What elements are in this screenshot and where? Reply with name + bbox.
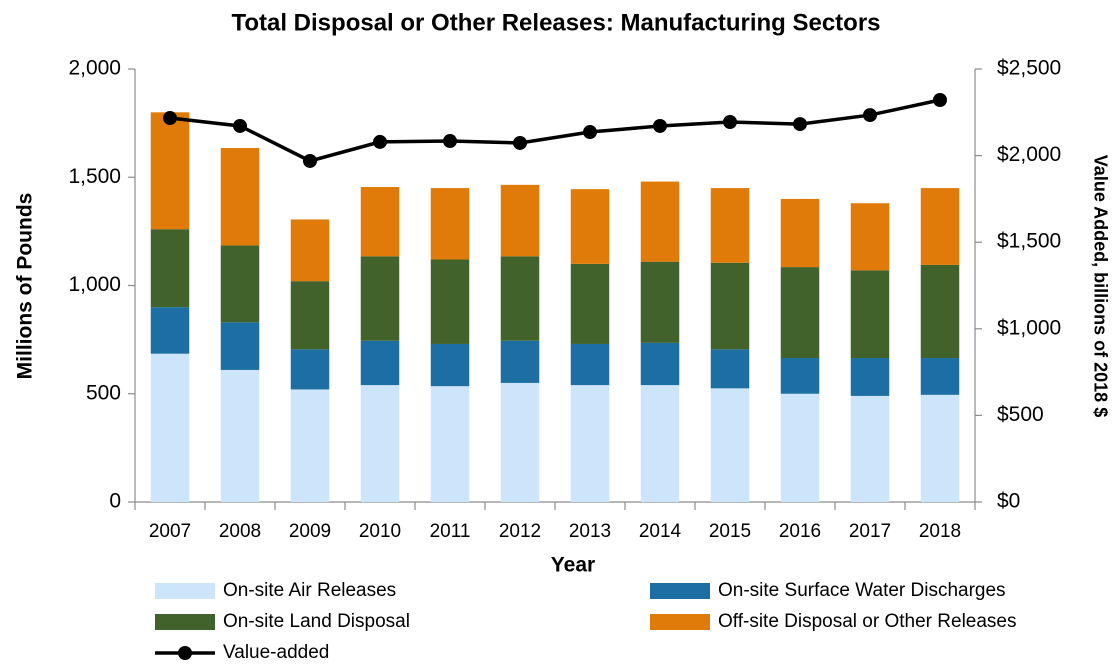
- x-tick-label: 2008: [219, 521, 261, 542]
- bar-segment: [150, 307, 190, 354]
- line-point: [933, 93, 947, 108]
- bar-segment: [500, 256, 540, 341]
- bar-segment: [780, 393, 820, 502]
- y-tick-label: 1,000: [68, 273, 121, 296]
- line-point: [303, 153, 317, 168]
- y2-tick-label: $1,000: [997, 316, 1061, 339]
- bar-segment: [290, 349, 330, 390]
- bar-segment: [640, 385, 680, 502]
- bar-segment: [780, 358, 820, 394]
- bar-segment: [360, 186, 400, 257]
- y-tick-label: 0: [109, 490, 121, 513]
- line-point: [233, 118, 247, 133]
- legend-point: [178, 646, 192, 660]
- legend-swatch: [650, 614, 710, 630]
- legend-swatch: [155, 583, 215, 599]
- y-tick-label: 1,500: [68, 165, 121, 188]
- bar-segment: [220, 322, 260, 370]
- line: [169, 98, 941, 163]
- x-tick-label: 2014: [639, 521, 682, 542]
- bar-segment: [640, 261, 680, 343]
- bar-segment: [570, 385, 610, 502]
- bar-segment: [290, 219, 330, 282]
- line-point: [163, 111, 177, 126]
- bar-segment: [780, 198, 820, 268]
- x-tick-label: 2016: [779, 521, 821, 542]
- legend-swatch: [155, 614, 215, 630]
- line-point: [373, 134, 387, 149]
- bar-segment: [430, 343, 470, 387]
- line-point: [443, 134, 457, 149]
- bar-segment: [570, 263, 610, 344]
- bar-segment: [570, 343, 610, 386]
- legend-label: On-site Land Disposal: [223, 611, 410, 632]
- bar-segment: [500, 340, 540, 383]
- x-tick-label: 2012: [499, 521, 541, 542]
- y-tick-label: 2,000: [68, 57, 121, 80]
- line-point: [513, 135, 527, 150]
- y-tick-label: 500: [86, 381, 121, 404]
- bar-segment: [290, 281, 330, 350]
- bar-segment: [290, 389, 330, 502]
- bar-segment: [920, 394, 960, 502]
- bar-segment: [710, 388, 750, 502]
- bar-segment: [360, 256, 400, 341]
- bar-segment: [780, 267, 820, 359]
- bar-segment: [220, 148, 260, 246]
- bar-segment: [850, 270, 890, 359]
- x-tick-label: 2017: [849, 521, 891, 542]
- chart-title: Total Disposal or Other Releases: Manufa…: [231, 9, 880, 36]
- bar-segment: [850, 203, 890, 271]
- bar-segment: [710, 349, 750, 389]
- y2-tick-label: $2,000: [997, 143, 1061, 166]
- legend-swatch: [650, 583, 710, 599]
- bar-segment: [430, 259, 470, 344]
- line-point: [863, 108, 877, 123]
- y2-tick-label: $1,500: [997, 230, 1061, 253]
- bar-segment: [430, 188, 470, 260]
- y-axis-label: Millions of Pounds: [14, 193, 37, 380]
- y2-tick-label: $0: [997, 490, 1020, 513]
- line-point: [723, 114, 737, 129]
- bar-segment: [570, 189, 610, 264]
- bar-segment: [850, 358, 890, 396]
- x-tick-label: 2018: [919, 521, 961, 542]
- x-tick-label: 2011: [430, 521, 471, 542]
- line-point: [793, 117, 807, 132]
- legend-label: On-site Surface Water Discharges: [718, 580, 1006, 601]
- legend-label: Value-added: [223, 642, 329, 663]
- bar-segment: [640, 342, 680, 386]
- x-tick-label: 2009: [289, 521, 331, 542]
- y2-axis-label: Value Added, billions of 2018 $: [1090, 155, 1110, 417]
- bar-segment: [360, 385, 400, 502]
- bar-segment: [920, 358, 960, 395]
- x-tick-label: 2007: [149, 521, 191, 542]
- bar-segment: [150, 229, 190, 308]
- x-axis-label: Year: [551, 554, 595, 577]
- bar-segment: [710, 262, 750, 350]
- bar-segment: [500, 184, 540, 257]
- bar-segment: [150, 112, 190, 230]
- bar-segment: [360, 340, 400, 386]
- bar-segment: [640, 181, 680, 262]
- bar-segment: [920, 264, 960, 359]
- bar-segment: [850, 395, 890, 502]
- x-tick-label: 2013: [569, 521, 611, 542]
- bar-segment: [150, 353, 190, 502]
- y2-tick-label: $500: [997, 403, 1044, 426]
- bar-segment: [220, 245, 260, 323]
- line-point: [653, 118, 667, 133]
- line-point: [583, 125, 597, 140]
- y2-tick-label: $2,500: [997, 57, 1061, 80]
- x-tick-label: 2015: [709, 521, 751, 542]
- x-tick-label: 2010: [359, 521, 401, 542]
- bar-segment: [500, 382, 540, 502]
- bar-segment: [710, 188, 750, 263]
- bar-segment: [920, 188, 960, 265]
- legend-label: Off-site Disposal or Other Releases: [718, 611, 1017, 632]
- legend-label: On-site Air Releases: [223, 580, 396, 601]
- bar-segment: [430, 386, 470, 502]
- bar-segment: [220, 369, 260, 502]
